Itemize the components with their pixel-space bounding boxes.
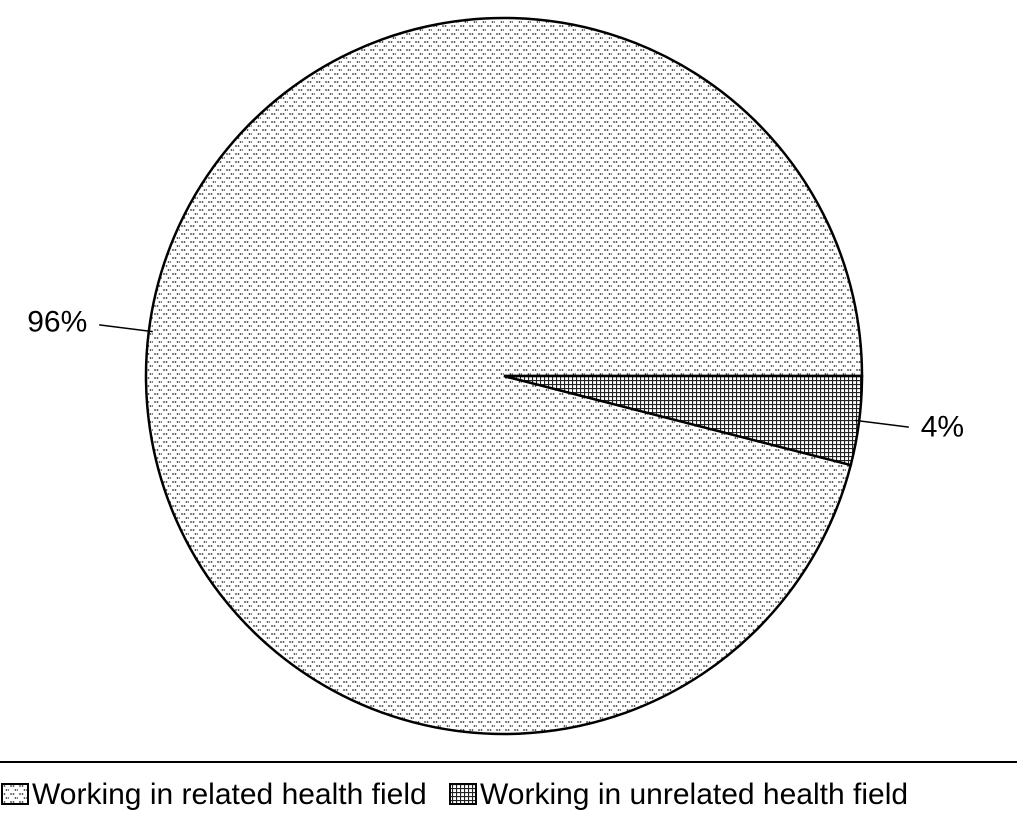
data-label: 4% bbox=[921, 411, 964, 444]
leader-line bbox=[99, 324, 153, 333]
legend-label: Working in unrelated health field bbox=[480, 778, 908, 811]
data-label: 96% bbox=[27, 305, 87, 338]
leader-line bbox=[855, 419, 909, 428]
legend-label: Working in related health field bbox=[32, 778, 427, 811]
legend-swatch bbox=[449, 783, 477, 805]
legend-swatch bbox=[1, 783, 29, 805]
